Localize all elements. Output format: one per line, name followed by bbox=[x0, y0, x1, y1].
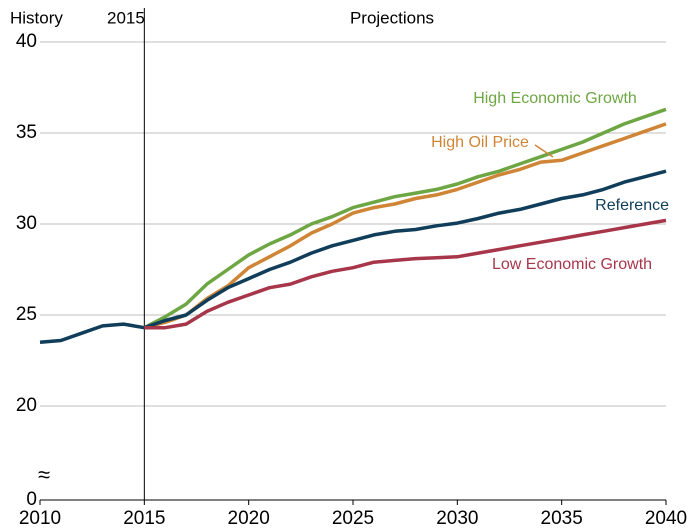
y-tick-label: 20 bbox=[16, 395, 37, 416]
y-tick-label: 30 bbox=[16, 213, 37, 234]
y-tick-label: 0 bbox=[26, 489, 37, 510]
x-tick-label: 2015 bbox=[123, 508, 165, 529]
y-tick-label: 35 bbox=[16, 122, 37, 143]
y-tick-label: 25 bbox=[16, 304, 37, 325]
x-tick-label: 2010 bbox=[19, 508, 61, 529]
series-label: Low Economic Growth bbox=[492, 256, 652, 273]
x-tick-label: 2025 bbox=[332, 508, 374, 529]
history-label: History bbox=[10, 8, 63, 27]
x-tick-label: 2040 bbox=[645, 508, 687, 529]
projections-label: Projections bbox=[350, 8, 434, 27]
year-label: 2015 bbox=[107, 8, 145, 27]
x-tick-label: 2035 bbox=[541, 508, 583, 529]
series-label: High Oil Price bbox=[431, 134, 529, 151]
series-label: Reference bbox=[595, 197, 669, 214]
series-line bbox=[144, 218, 667, 330]
x-tick-label: 2020 bbox=[228, 508, 270, 529]
axis-break-symbol: ≈ bbox=[38, 462, 50, 487]
x-tick-label: 2030 bbox=[436, 508, 478, 529]
series-line bbox=[143, 122, 667, 330]
series-line bbox=[143, 107, 667, 330]
leader-line bbox=[534, 144, 554, 158]
y-tick-label: 40 bbox=[16, 31, 37, 52]
series-label: High Economic Growth bbox=[473, 90, 637, 107]
